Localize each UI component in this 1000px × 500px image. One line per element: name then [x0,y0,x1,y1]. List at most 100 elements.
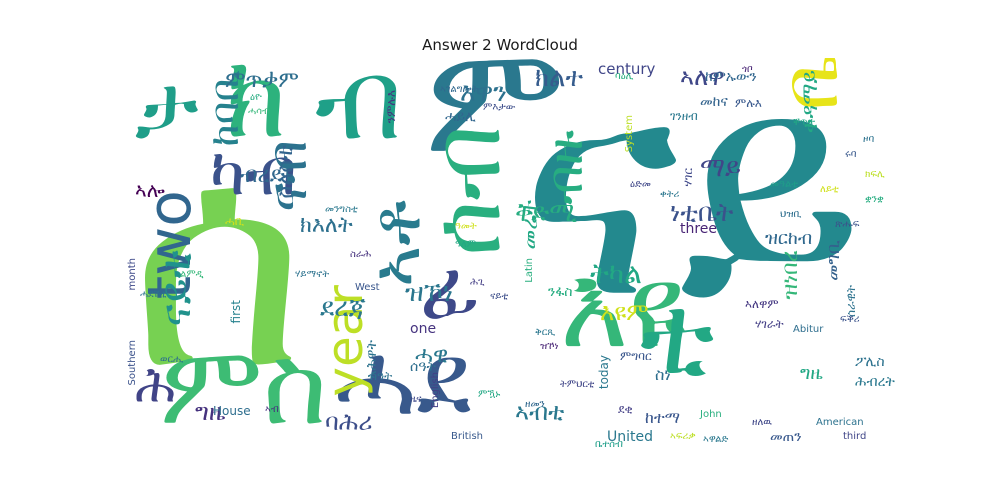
word-cloud-word: ም [425,58,566,187]
word-cloud-word: West [355,282,380,293]
word-cloud-word: መጠን [770,429,802,445]
word-cloud-word: ኣፍሪቃ [670,431,696,442]
word-cloud-word: three [680,221,718,237]
word-cloud-word: ትካል [590,257,642,290]
word-cloud-word: American [816,417,864,428]
word-cloud-word: ሕብረት [855,374,895,390]
word-cloud-word: ከምኡውን [705,69,757,85]
word-cloud-word: መንግስቲ [325,204,358,215]
word-cloud-word: British [451,431,483,442]
word-cloud-word: ዕዮ [250,92,262,103]
word-cloud-word: ከተማ [645,408,681,427]
word-cloud-word: ዘመን [525,399,545,410]
word-cloud-word: third [843,431,867,442]
word-cloud-word: ኣለዋ [680,63,725,91]
word-cloud-word: ሕ [135,356,176,414]
word-cloud-word: ሩባ [845,149,857,160]
word-cloud-word: John [700,409,722,420]
word-cloud-word: ኣብ [265,404,279,415]
word-cloud-word: ዝኾነ [405,278,454,308]
word-cloud-word: ብረድ [240,163,286,188]
word-cloud-word: ቀትሪ [660,189,680,200]
word-cloud-word: ፍቕሪ [840,314,860,325]
word-cloud-word: ክፍሊ [865,169,885,180]
word-cloud-word: ሰራዊት [844,285,858,318]
word-cloud-word: century [598,60,656,78]
word-cloud-word: እዋን [460,78,507,108]
word-cloud-word: ዝኾነ [540,341,559,352]
word-cloud-word: ክ [225,58,288,164]
word-cloud-word: ምስ [160,321,328,448]
word-cloud-word: ኣሎ [135,178,165,202]
chart-title: Answer 2 WordCloud [422,36,578,54]
word-cloud-word: ቤተሰብ [595,439,623,449]
word-cloud-word: one [410,321,437,337]
word-cloud-word: Abitur [793,324,824,335]
word-cloud-word: ሰዓት [370,369,393,383]
word-cloud-word: ልምዲ [180,269,204,280]
word-cloud-word: ናይቲ [490,291,509,302]
word-cloud-word: ባሕሪ [325,408,373,436]
word-cloud-word: ምሉእ [735,96,762,110]
word-cloud-word: እዩም [600,298,649,326]
word-cloud-word: ዜና [410,394,422,405]
word-cloud-word: United [607,429,653,445]
word-cloud-word: ሃይማኖት [295,269,330,280]
word-cloud-word: ፊ [420,243,480,336]
word-cloud-word: ምዃኑ [478,389,501,400]
word-cloud-word: ቅድሚ [515,198,577,228]
word-cloud-word: ሓቢ [225,214,245,228]
word-cloud-word: first [229,300,243,324]
word-cloud-word: ኣብቲ [515,398,565,426]
word-cloud-word: Latin [524,258,535,283]
word-cloud-word: Southern [127,340,138,386]
word-cloud-word: House [213,404,251,418]
word-cloud-word: ዓለም [455,239,477,250]
word-cloud-word: ሃገር [681,168,695,187]
word-cloud-word: ቲ [640,271,715,399]
word-cloud-word: ምግባር [620,349,652,363]
word-cloud-word: ፖሊስ [855,354,885,370]
word-cloud-word: ቅርጺ [535,327,556,338]
word-cloud-word: ትምህርቲ [560,379,595,390]
word-cloud-word: መግቢ [823,240,844,281]
word-cloud-word: ክእለት [300,213,353,238]
word-cloud-word: ዕድመ [630,179,651,190]
word-cloud-word: ህዝቢ [780,209,802,220]
word-cloud-word: ኣዋልድ [703,434,729,445]
word-cloud-word: ምእታው [483,102,516,113]
word-cloud-word: ካብ [210,135,297,210]
word-cloud-word: ሓሳብ [248,106,270,117]
word-cloud-word: ሰ [130,85,307,434]
word-cloud-word: ዘለዉ [752,417,772,428]
word-cloud-word: ሕጊ [470,277,485,288]
word-cloud-word: ታ [135,58,199,157]
word-cloud-word: ግዜ [800,363,823,384]
word-cloud-word: ብ [315,58,403,164]
word-cloud-word: መዓልቲ [770,179,799,190]
word-cloud-word: ዞባ [863,134,875,145]
word-cloud-word: ምጥቃም [225,68,299,93]
word-cloud-word: እዩ [560,240,686,374]
word-cloud-word: ቐጥታ [793,117,815,128]
word-cloud-word: ስነ [655,365,671,384]
word-cloud-word: ግዜ [195,398,226,426]
word-cloud-word: ጽሑፍ [835,219,860,230]
word-cloud-word: ሓደሽቲ [140,289,168,300]
word-cloud-word: ነቲቤት [670,198,734,228]
word-cloud-word: English [430,372,441,409]
word-cloud-word: መከና [700,94,728,110]
word-cloud-word: ሃገራት [755,317,784,331]
word-cloud-word: ዝነበረ [778,250,803,300]
word-cloud-word: ባዕሊ [615,71,634,82]
word-cloud-word: ክልተ [535,63,584,93]
word-cloud-word: month [127,258,138,291]
word-cloud-word: ሓደ [335,321,472,438]
word-cloud-word: ወርሒ [160,354,184,365]
word-cloud-word: System [624,115,635,153]
word-cloud-word: ማይ [700,153,742,183]
word-cloud-word: ደቂ [618,402,633,416]
word-cloud-word: today [597,355,611,390]
word-cloud-word: ሰዓት [410,359,436,375]
word-cloud-word: ብዙ [536,130,594,205]
